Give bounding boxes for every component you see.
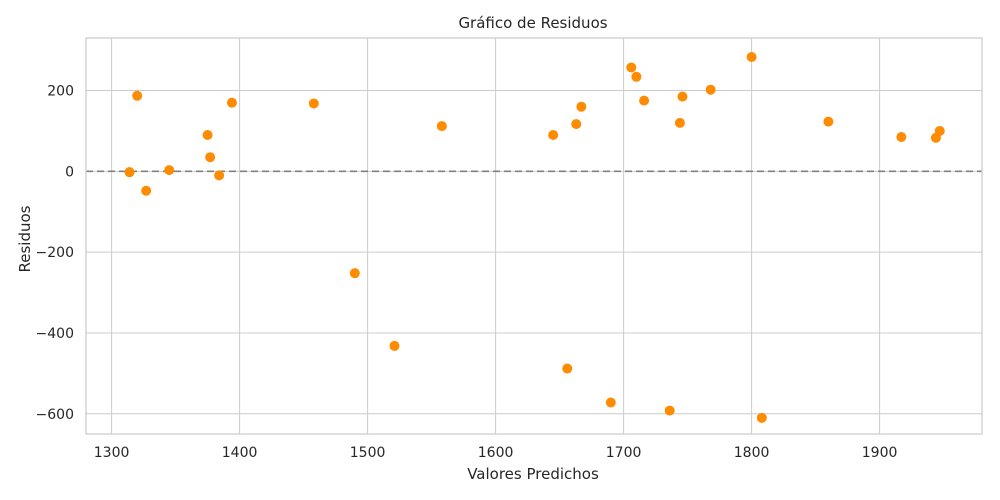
y-tick-label: −200 xyxy=(36,245,74,261)
data-point xyxy=(226,97,237,108)
chart-title: Gráfico de Residuos xyxy=(458,14,607,32)
data-point xyxy=(308,98,319,109)
data-point xyxy=(389,340,400,351)
x-tick-labels: 1300 1400 1500 1600 1700 1800 1900 xyxy=(94,445,898,461)
data-point xyxy=(705,84,716,95)
data-point xyxy=(562,363,573,374)
data-point xyxy=(626,62,637,73)
data-point xyxy=(436,121,447,132)
data-point xyxy=(896,132,907,142)
data-point xyxy=(132,90,143,101)
data-point xyxy=(823,116,834,127)
data-point xyxy=(141,185,152,196)
x-axis-label: Valores Predichos xyxy=(467,465,599,483)
plot-frame xyxy=(85,37,983,435)
data-point xyxy=(756,412,767,423)
y-tick-label: −600 xyxy=(36,407,74,423)
x-tick-label: 1400 xyxy=(222,445,258,461)
data-point xyxy=(631,71,642,82)
y-tick-label: 200 xyxy=(47,84,74,100)
data-point xyxy=(746,51,757,62)
data-point xyxy=(664,405,675,416)
data-point xyxy=(548,129,559,140)
x-tick-label: 1700 xyxy=(606,445,642,461)
x-tick-label: 1800 xyxy=(734,445,770,461)
data-point xyxy=(202,129,213,140)
data-point xyxy=(571,119,582,130)
y-tick-labels: −600 −400 −200 0 200 xyxy=(36,84,74,423)
data-point xyxy=(124,167,135,178)
data-point xyxy=(605,397,616,408)
data-point xyxy=(164,165,175,176)
data-point xyxy=(934,125,945,136)
x-tick-label: 1900 xyxy=(862,445,898,461)
y-tick-label: 0 xyxy=(65,164,74,180)
data-point xyxy=(205,152,216,163)
data-point xyxy=(639,95,650,106)
data-points xyxy=(124,51,945,423)
data-point xyxy=(677,91,688,102)
data-point xyxy=(674,117,685,128)
data-point xyxy=(349,268,360,279)
data-point xyxy=(214,170,225,181)
data-point xyxy=(576,101,587,112)
grid xyxy=(86,38,982,434)
y-tick-label: −400 xyxy=(36,326,74,342)
x-tick-label: 1300 xyxy=(94,445,130,461)
x-tick-label: 1500 xyxy=(350,445,386,461)
y-axis-label: Residuos xyxy=(16,205,34,272)
x-tick-label: 1600 xyxy=(478,445,514,461)
